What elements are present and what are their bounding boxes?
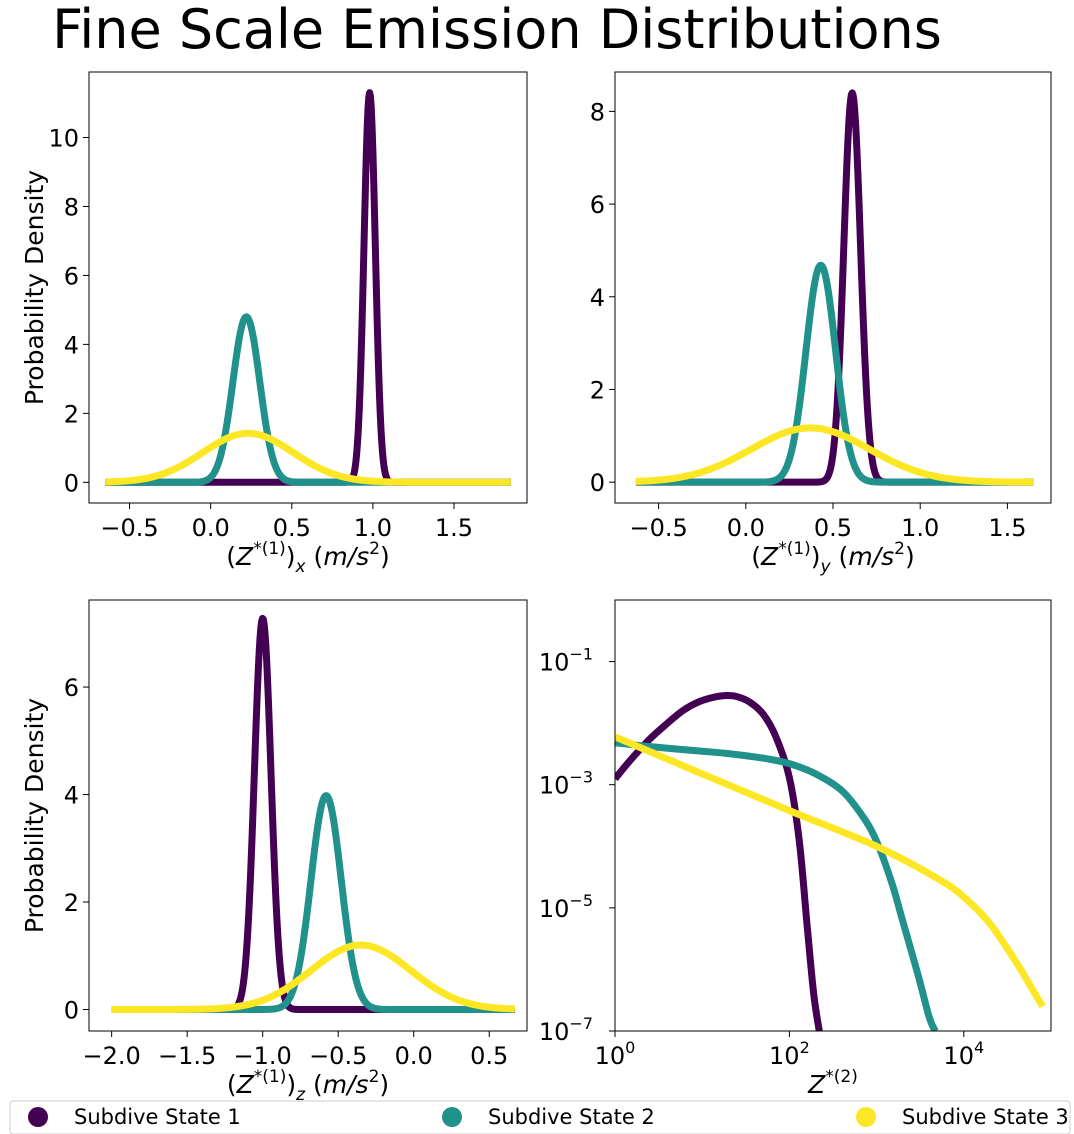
series-line-1	[615, 692, 823, 1031]
x-axis-label: Z*(2)	[807, 1067, 858, 1099]
x-axis-label: (Z*(1))z (m/s2)	[227, 1067, 389, 1105]
x-tick-label: 0.0	[192, 514, 230, 542]
tick-group: −0.5 0.0 0.5 1.0 1.5 0 2 4 6 8 10	[48, 125, 473, 542]
legend-frame	[9, 1100, 1071, 1134]
y-tick-label: 10	[48, 125, 79, 153]
x-tick-label: 102	[769, 1038, 810, 1070]
x-tick-label: −0.5	[100, 514, 158, 542]
x-tick-label: −1.0	[234, 1042, 292, 1070]
x-tick-label: −1.5	[158, 1042, 216, 1070]
y-tick-label: 2	[64, 400, 79, 428]
y-tick-label: 2	[64, 889, 79, 917]
y-tick-label: 6	[64, 262, 79, 290]
legend: Subdive State 1 Subdive State 2 Subdive St…	[9, 1100, 1071, 1134]
y-tick-label: 2	[590, 376, 605, 404]
y-tick-label: 4	[64, 331, 79, 359]
legend-marker-1	[28, 1107, 48, 1127]
series-group	[615, 692, 1046, 1031]
legend-marker-3	[856, 1107, 876, 1127]
x-axis-label: (Z*(1))x (m/s2)	[226, 539, 389, 577]
subplots: −0.5 0.0 0.5 1.0 1.5 0 2 4 6 8 10 (Z*(1))x (m/s2) Pr…	[20, 71, 1052, 1105]
series-line-1	[633, 89, 1037, 486]
legend-label-2: Subdive State 2	[488, 1105, 655, 1129]
x-tick-label: −0.5	[309, 1042, 367, 1070]
series-line-3	[615, 733, 1046, 1009]
axes-frame	[88, 71, 528, 504]
y-axis-label: Probability Density	[20, 698, 49, 933]
series-line-2	[615, 739, 939, 1031]
axes-frame	[88, 599, 528, 1032]
x-tick-label: 1.0	[354, 514, 392, 542]
y-tick-label: 6	[590, 191, 605, 219]
axes-frame	[614, 599, 1052, 1032]
y-tick-label: 6	[64, 674, 79, 702]
y-tick-label: 10−3	[539, 768, 593, 800]
y-tick-label: 4	[590, 284, 605, 312]
series-line-1	[108, 614, 518, 1013]
y-tick-label: 8	[64, 193, 79, 221]
y-axis-label: Probability Density	[20, 170, 49, 405]
tick-group: −0.5 0.0 0.5 1.0 1.5 0 2 4 6 8	[590, 98, 1027, 542]
series-group	[108, 614, 518, 1013]
x-tick-label: 0.5	[470, 1042, 508, 1070]
series-group	[633, 89, 1037, 486]
x-tick-label: −2.0	[83, 1042, 141, 1070]
y-tick-label: 10−5	[539, 891, 593, 923]
x-tick-label: 1.0	[901, 514, 939, 542]
y-tick-label: 10−7	[539, 1014, 593, 1046]
x-tick-label: 0.5	[814, 514, 852, 542]
y-tick-label: 10−1	[539, 645, 593, 677]
x-tick-label: −0.5	[629, 514, 687, 542]
x-tick-label: 104	[943, 1038, 984, 1070]
legend-label-1: Subdive State 1	[74, 1105, 241, 1129]
series-line-3	[102, 429, 514, 486]
subplot-bottom-right: 100 102 104 10−1 10−3 10−5 10−7 Z*(2)	[539, 599, 1052, 1099]
x-axis-label: (Z*(1))y (m/s2)	[751, 539, 914, 577]
x-tick-label: 100	[595, 1038, 636, 1070]
x-tick-label: 0.5	[273, 514, 311, 542]
series-line-3	[633, 424, 1037, 486]
x-tick-label: 0.0	[727, 514, 765, 542]
tick-group: 100 102 104 10−1 10−3 10−5 10−7	[539, 645, 984, 1070]
y-tick-label: 0	[64, 997, 79, 1025]
subplot-top-right: −0.5 0.0 0.5 1.0 1.5 0 2 4 6 8 (Z*(1))y (m/s2)	[590, 71, 1052, 577]
series-group	[102, 89, 514, 486]
subplot-bottom-left: −2.0 −1.5 −1.0 −0.5 0.0 0.5 0 2 4 6 (Z*(1))z (m/s2…	[20, 599, 528, 1105]
x-tick-label: 1.5	[435, 514, 473, 542]
series-line-1	[102, 89, 514, 486]
legend-marker-2	[442, 1107, 462, 1127]
subplot-top-left: −0.5 0.0 0.5 1.0 1.5 0 2 4 6 8 10 (Z*(1))x (m/s2) Pr…	[20, 71, 528, 577]
figure-title: Fine Scale Emission Distributions	[52, 0, 942, 61]
tick-group: −2.0 −1.5 −1.0 −0.5 0.0 0.5 0 2 4 6	[64, 674, 509, 1070]
series-line-3	[108, 941, 518, 1013]
series-line-2	[108, 792, 518, 1013]
y-tick-label: 4	[64, 782, 79, 810]
x-tick-label: 1.5	[988, 514, 1026, 542]
x-tick-label: 0.0	[395, 1042, 433, 1070]
y-tick-label: 0	[590, 469, 605, 497]
series-line-2	[102, 313, 514, 486]
legend-label-3: Subdive State 3	[902, 1105, 1069, 1129]
y-tick-label: 0	[64, 469, 79, 497]
y-tick-label: 8	[590, 98, 605, 126]
